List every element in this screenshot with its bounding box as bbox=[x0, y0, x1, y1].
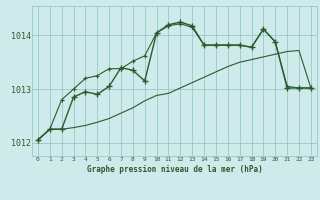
X-axis label: Graphe pression niveau de la mer (hPa): Graphe pression niveau de la mer (hPa) bbox=[86, 165, 262, 174]
